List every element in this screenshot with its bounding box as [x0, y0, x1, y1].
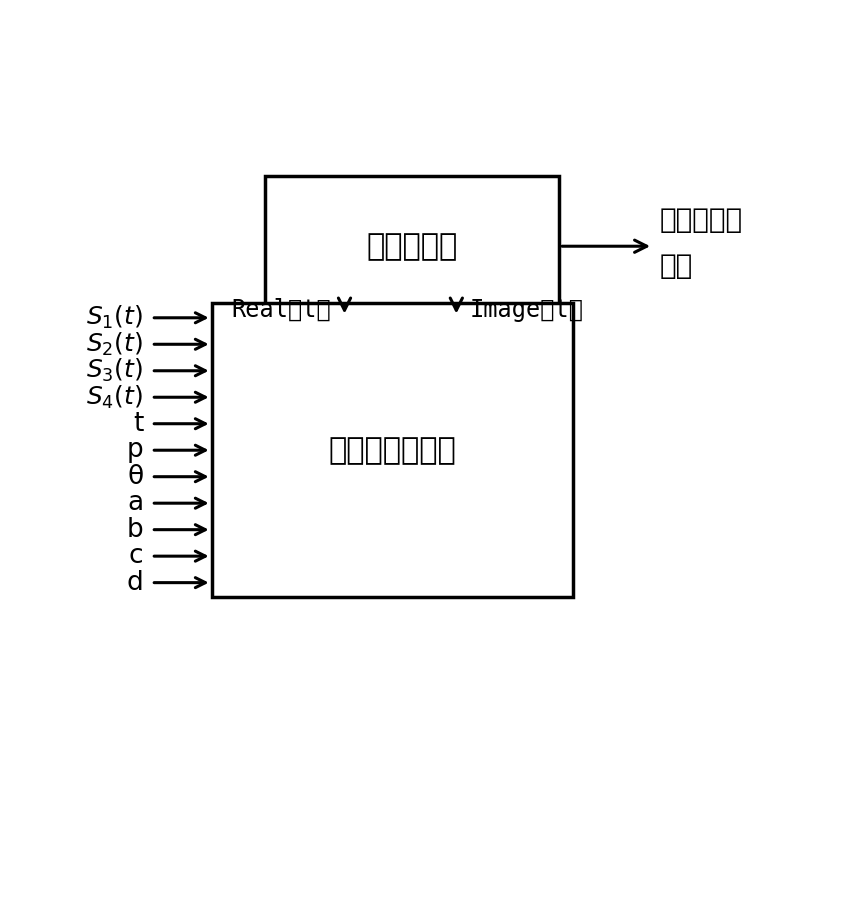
Text: b: b — [127, 517, 143, 543]
Text: $S_4(t)$: $S_4(t)$ — [86, 384, 143, 411]
Text: Real（t）: Real（t） — [231, 297, 331, 322]
Text: t: t — [133, 410, 143, 437]
Text: $S_1(t)$: $S_1(t)$ — [86, 304, 143, 331]
Text: a: a — [127, 490, 143, 516]
Text: 正交调制器: 正交调制器 — [367, 231, 457, 261]
Text: p: p — [127, 437, 143, 464]
Bar — [265, 176, 559, 317]
Text: c: c — [129, 543, 143, 569]
Text: $S_3(t)$: $S_3(t)$ — [86, 357, 143, 385]
Text: 恒包络调制
信号: 恒包络调制 信号 — [659, 206, 743, 280]
Text: Image（t）: Image（t） — [469, 297, 583, 322]
Text: θ: θ — [127, 464, 143, 489]
Text: d: d — [127, 570, 143, 596]
Text: 基带信号生成器: 基带信号生成器 — [328, 436, 456, 465]
Bar — [211, 303, 573, 598]
Text: $S_2(t)$: $S_2(t)$ — [86, 330, 143, 358]
